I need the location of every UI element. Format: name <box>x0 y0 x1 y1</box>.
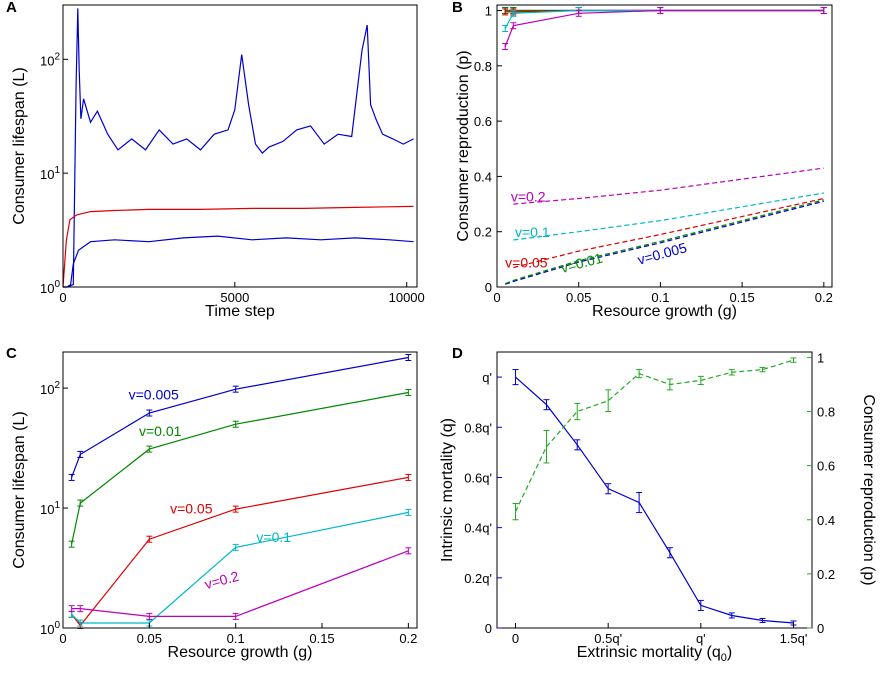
x-tick-label-0: 0 <box>493 290 500 305</box>
axes-frame <box>496 351 813 629</box>
series-line-3 <box>71 511 409 624</box>
right-tick-label-5: 1 <box>817 350 824 365</box>
x-tick-label-2: 10000 <box>389 290 425 305</box>
x-tick-label-3: 0.15 <box>729 290 754 305</box>
series-line-5 <box>505 200 824 285</box>
series-line-2 <box>63 235 414 288</box>
series-line-2 <box>71 476 409 627</box>
series-line-6 <box>504 199 824 285</box>
x-tick-label-1: 0.5q' <box>594 631 622 646</box>
y-tick-label-0: 0 <box>485 280 492 295</box>
x-tick-label-2: 0.1 <box>651 290 669 305</box>
y-axis-label: Consumer lifespan (L) <box>11 411 28 568</box>
series-line-1 <box>62 205 414 288</box>
series-line-8 <box>513 192 824 241</box>
left-tick-label-4: 0.8q' <box>464 420 492 435</box>
panel-label-a: A <box>6 0 17 16</box>
x-axis-label: Time step <box>205 303 275 320</box>
right-tick-label-0: 0 <box>817 621 824 636</box>
x-axis-label: Extrinsic mortality (q0) <box>577 644 732 664</box>
right-tick-label-4: 0.8 <box>817 405 835 420</box>
y-tick-label-1: 101 <box>40 165 60 182</box>
series-line-0 <box>71 356 409 478</box>
series-line-1 <box>71 391 409 545</box>
panel-label-b: B <box>452 0 463 16</box>
left-axis-label: Intrinsic mortality (q) <box>439 418 456 562</box>
axes-frame <box>496 4 833 288</box>
x-tick-label-1: 0.05 <box>137 631 162 646</box>
panel-label-d: D <box>452 345 463 362</box>
annotation-0: v=0.005 <box>129 387 179 403</box>
x-tick-label-0: 0 <box>512 631 519 646</box>
series-line-4 <box>504 9 824 47</box>
y-tick-label-2: 102 <box>40 51 60 68</box>
axes-frame <box>62 4 418 288</box>
annotation-3: v=0.01 <box>559 250 604 276</box>
left-tick-label-5: q' <box>482 370 492 385</box>
series-line-1 <box>514 359 794 512</box>
series-line-7 <box>513 197 824 269</box>
y-tick-label-3: 0.6 <box>474 114 492 129</box>
x-tick-label-3: 1.5q' <box>780 631 808 646</box>
left-tick-label-0: 0 <box>485 621 492 636</box>
panel-label-c: C <box>6 345 17 362</box>
panel-c: 0 0.05 0.1 0.15 0.2 100 101 102 v=0.005 v=0.01 v=0… <box>11 351 418 661</box>
y-tick-label-1: 101 <box>40 500 60 517</box>
x-tick-label-1: 0.05 <box>566 290 591 305</box>
y-tick-label-2: 102 <box>40 380 60 397</box>
y-tick-label-5: 1 <box>485 4 492 19</box>
series-line-9 <box>513 167 824 205</box>
series-line-0 <box>515 376 794 624</box>
x-tick-label-3: 0.15 <box>309 631 334 646</box>
right-tick-label-1: 0.2 <box>817 567 835 582</box>
annotation-0: v=0.2 <box>511 188 546 204</box>
x-axis-label: Resource growth (g) <box>592 303 737 320</box>
left-tick-label-2: 0.4q' <box>464 521 492 536</box>
x-axis-label: Resource growth (g) <box>168 644 313 661</box>
series-line-0 <box>63 8 414 288</box>
panel-d: 0 0.5q' q' 1.5q' 0 0.2q' 0.4q' 0.6q' 0.8q' q' 0 0.2… <box>439 350 877 664</box>
annotation-3: v=0.1 <box>256 529 291 545</box>
y-tick-label-2: 0.4 <box>474 169 492 184</box>
y-axis-label: Consumer lifespan (L) <box>11 67 28 224</box>
panel-b: 0 0.05 0.1 0.15 0.2 0 0.2 0.4 0.6 0.8 1 v=0.2 v=0.1 v… <box>455 4 833 320</box>
series-line-3 <box>504 9 824 29</box>
x-tick-label-0: 0 <box>59 631 66 646</box>
right-tick-label-3: 0.6 <box>817 459 835 474</box>
annotation-2: v=0.05 <box>505 255 548 271</box>
x-tick-label-2: 0.1 <box>227 631 245 646</box>
right-axis-label: Consumer reproduction (p) <box>860 394 877 585</box>
y-tick-label-4: 0.8 <box>474 59 492 74</box>
annotation-4: v=0.005 <box>636 239 689 268</box>
left-tick-label-3: 0.6q' <box>464 470 492 485</box>
left-tick-label-1: 0.2q' <box>464 571 492 586</box>
annotation-2: v=0.05 <box>170 501 213 517</box>
axes-frame <box>62 351 418 629</box>
y-tick-label-0: 100 <box>40 279 60 296</box>
y-axis-label: Consumer reproduction (p) <box>455 50 472 241</box>
y-tick-label-0: 100 <box>40 620 60 637</box>
y-tick-label-1: 0.2 <box>474 225 492 240</box>
x-tick-label-4: 0.2 <box>815 290 833 305</box>
panel-a: 0 5000 10000 100 101 102 Time step Consumer lif… <box>11 4 425 320</box>
annotation-1: v=0.1 <box>515 224 550 240</box>
series-line-4 <box>71 550 409 618</box>
x-tick-label-1: 5000 <box>220 290 249 305</box>
x-tick-label-2: q' <box>696 631 706 646</box>
x-tick-label-0: 0 <box>59 290 66 305</box>
annotation-1: v=0.01 <box>139 423 182 439</box>
right-tick-label-2: 0.4 <box>817 513 835 528</box>
x-tick-label-4: 0.2 <box>399 631 417 646</box>
